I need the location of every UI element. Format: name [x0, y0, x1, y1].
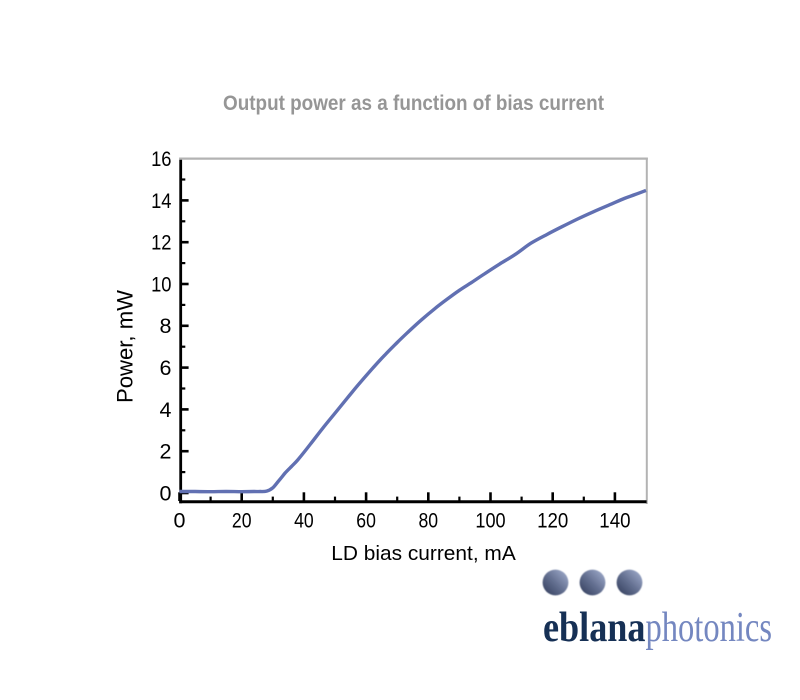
svg-text:Power, mW: Power, mW	[113, 290, 138, 403]
svg-text:8: 8	[160, 314, 172, 338]
svg-text:60: 60	[356, 508, 376, 532]
svg-text:2: 2	[160, 440, 172, 464]
svg-text:Output power as a function of: Output power as a function of bias curre…	[223, 92, 604, 115]
svg-text:10: 10	[151, 272, 171, 296]
svg-text:16: 16	[151, 147, 171, 171]
svg-text:100: 100	[475, 508, 505, 532]
svg-text:140: 140	[599, 508, 630, 532]
svg-text:40: 40	[294, 508, 314, 532]
svg-text:6: 6	[160, 356, 172, 380]
svg-text:14: 14	[151, 189, 171, 213]
svg-text:LD bias current, mA: LD bias current, mA	[331, 542, 516, 565]
svg-text:20: 20	[232, 508, 252, 532]
svg-text:120: 120	[537, 508, 568, 532]
svg-text:0: 0	[174, 508, 186, 532]
svg-text:0: 0	[160, 481, 172, 505]
svg-text:12: 12	[151, 231, 171, 255]
svg-text:80: 80	[419, 508, 439, 532]
svg-text:4: 4	[160, 398, 172, 422]
svg-text:eblana: eblana	[543, 605, 646, 651]
svg-text:photonics: photonics	[646, 605, 773, 651]
